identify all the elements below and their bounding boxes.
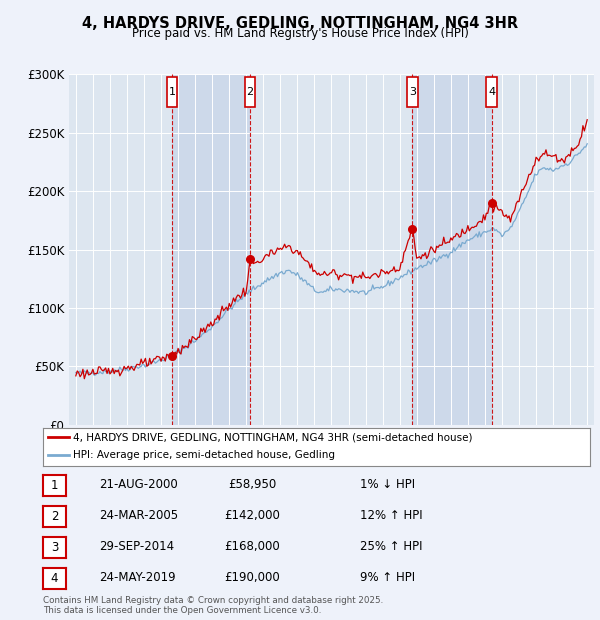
Text: £168,000: £168,000 xyxy=(224,541,280,553)
Text: 1: 1 xyxy=(51,479,58,492)
Text: 1% ↓ HPI: 1% ↓ HPI xyxy=(360,479,415,491)
Bar xyxy=(172,74,250,425)
Text: 4, HARDYS DRIVE, GEDLING, NOTTINGHAM, NG4 3HR: 4, HARDYS DRIVE, GEDLING, NOTTINGHAM, NG… xyxy=(82,16,518,30)
Text: HPI: Average price, semi-detached house, Gedling: HPI: Average price, semi-detached house,… xyxy=(73,451,335,461)
FancyBboxPatch shape xyxy=(245,78,255,107)
Text: 4: 4 xyxy=(51,572,58,585)
Text: 1: 1 xyxy=(169,87,175,97)
Text: 9% ↑ HPI: 9% ↑ HPI xyxy=(360,572,415,584)
Text: Price paid vs. HM Land Registry's House Price Index (HPI): Price paid vs. HM Land Registry's House … xyxy=(131,27,469,40)
Text: 12% ↑ HPI: 12% ↑ HPI xyxy=(360,510,422,522)
Text: 4, HARDYS DRIVE, GEDLING, NOTTINGHAM, NG4 3HR (semi-detached house): 4, HARDYS DRIVE, GEDLING, NOTTINGHAM, NG… xyxy=(73,432,473,443)
Text: 2: 2 xyxy=(51,510,58,523)
Text: 25% ↑ HPI: 25% ↑ HPI xyxy=(360,541,422,553)
Text: £142,000: £142,000 xyxy=(224,510,280,522)
Text: 24-MAR-2005: 24-MAR-2005 xyxy=(99,510,178,522)
Text: £58,950: £58,950 xyxy=(228,479,276,491)
Text: 2: 2 xyxy=(247,87,254,97)
Text: £190,000: £190,000 xyxy=(224,572,280,584)
FancyBboxPatch shape xyxy=(407,78,418,107)
Text: 3: 3 xyxy=(51,541,58,554)
FancyBboxPatch shape xyxy=(167,78,177,107)
Text: 21-AUG-2000: 21-AUG-2000 xyxy=(99,479,178,491)
Text: 29-SEP-2014: 29-SEP-2014 xyxy=(99,541,174,553)
Text: Contains HM Land Registry data © Crown copyright and database right 2025.
This d: Contains HM Land Registry data © Crown c… xyxy=(43,596,383,615)
Text: 3: 3 xyxy=(409,87,416,97)
Text: 4: 4 xyxy=(488,87,495,97)
FancyBboxPatch shape xyxy=(487,78,497,107)
Text: 24-MAY-2019: 24-MAY-2019 xyxy=(99,572,176,584)
Bar xyxy=(412,74,491,425)
